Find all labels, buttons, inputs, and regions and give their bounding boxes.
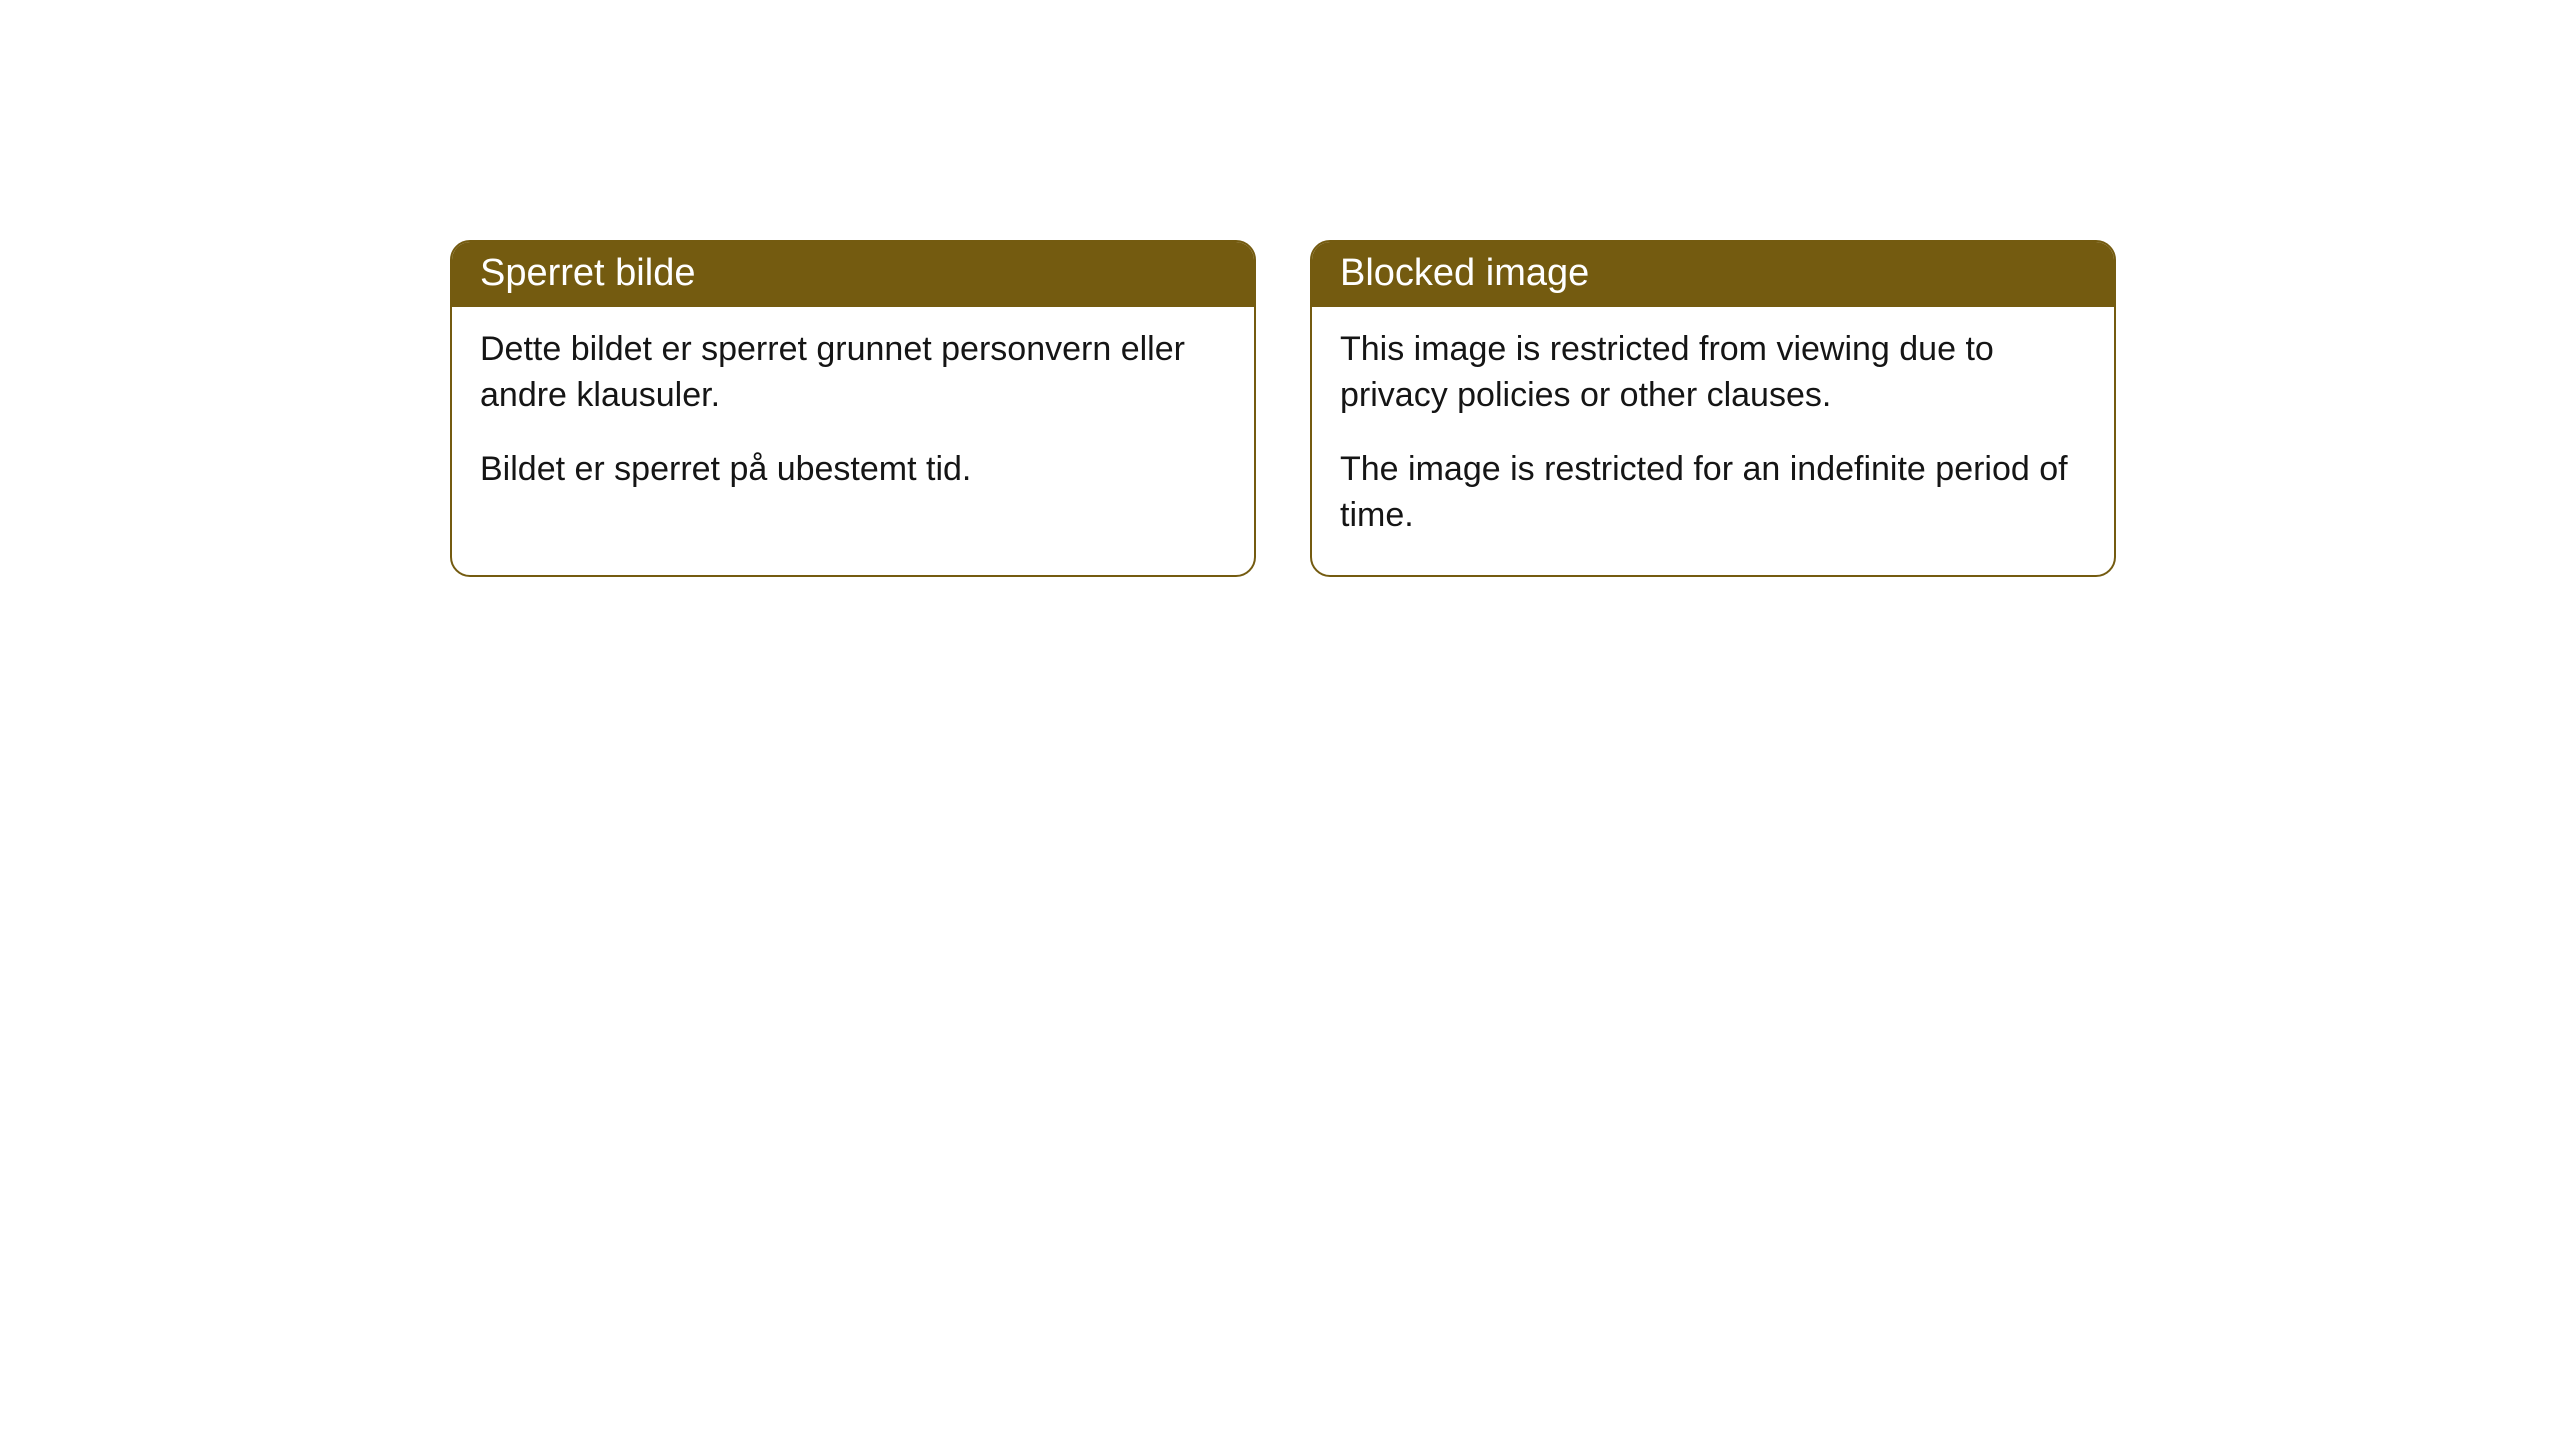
card-title: Blocked image xyxy=(1312,242,2114,307)
card-paragraph: The image is restricted for an indefinit… xyxy=(1340,447,2086,539)
card-body: Dette bildet er sperret grunnet personve… xyxy=(452,307,1254,529)
card-paragraph: This image is restricted from viewing du… xyxy=(1340,327,2086,419)
card-body: This image is restricted from viewing du… xyxy=(1312,307,2114,575)
card-paragraph: Bildet er sperret på ubestemt tid. xyxy=(480,447,1226,493)
blocked-image-card-en: Blocked image This image is restricted f… xyxy=(1310,240,2116,577)
blocked-image-card-no: Sperret bilde Dette bildet er sperret gr… xyxy=(450,240,1256,577)
card-paragraph: Dette bildet er sperret grunnet personve… xyxy=(480,327,1226,419)
notice-container: Sperret bilde Dette bildet er sperret gr… xyxy=(0,0,2560,577)
card-title: Sperret bilde xyxy=(452,242,1254,307)
